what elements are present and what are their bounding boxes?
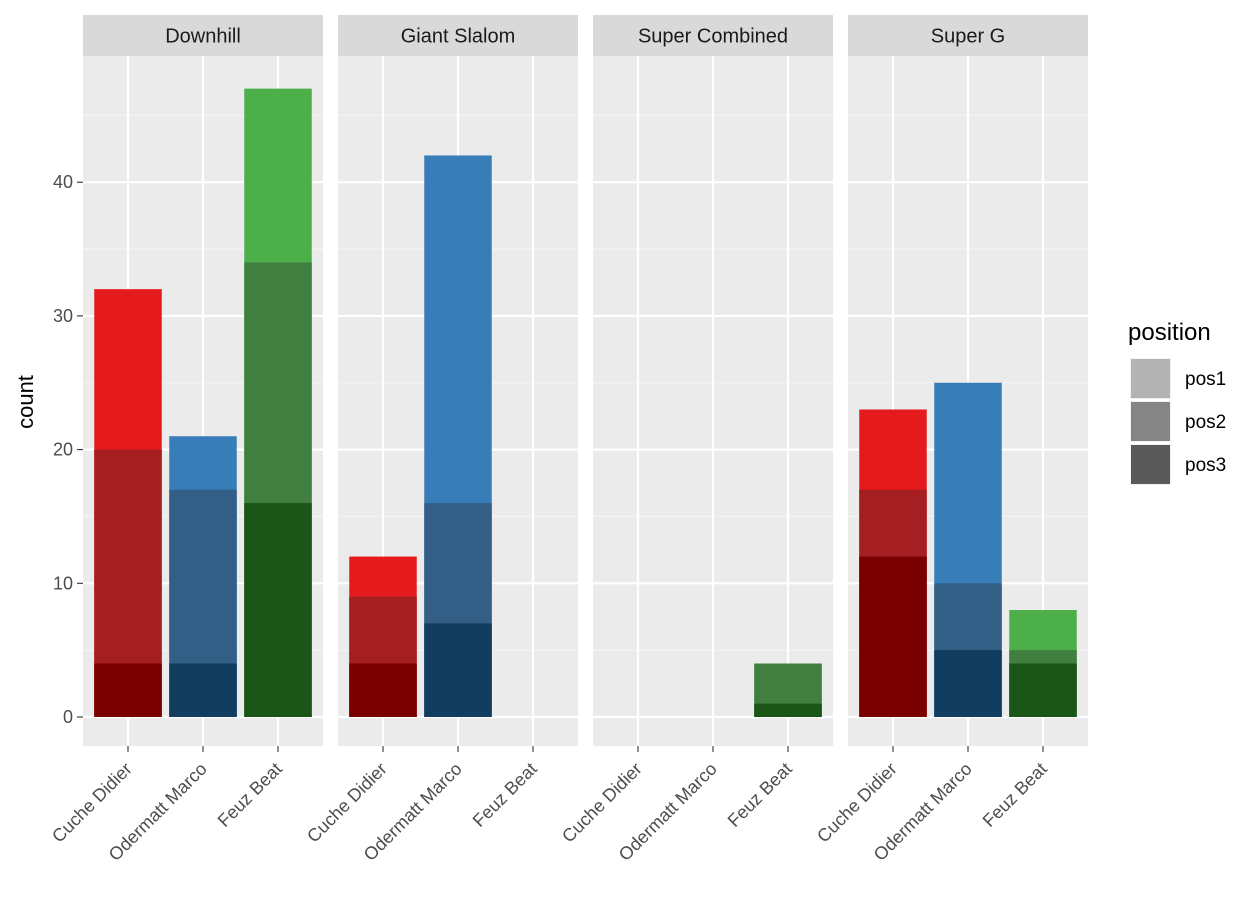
facet-strip <box>593 15 833 56</box>
x-tick-label: Feuz Beat <box>724 759 796 831</box>
legend-label-pos2: pos2 <box>1185 412 1226 433</box>
y-axis: 0 10 20 30 40 <box>53 172 83 727</box>
bar-feuz-beat-pos3 <box>754 703 822 717</box>
facet-label: Downhill <box>165 26 241 48</box>
x-tick-label: Feuz Beat <box>469 759 541 831</box>
y-tick-label: 40 <box>53 172 73 192</box>
y-tick-label: 20 <box>53 440 73 460</box>
legend-label-pos1: pos1 <box>1185 369 1226 390</box>
bar-feuz-beat-pos3 <box>244 503 312 717</box>
bar-cuche-didier-pos3 <box>859 556 927 717</box>
x-tick-label: Feuz Beat <box>214 759 286 831</box>
legend-swatch-pos2 <box>1131 402 1170 441</box>
facet-label: Super G <box>931 26 1005 48</box>
facet-label: Giant Slalom <box>401 26 516 48</box>
legend-swatch-pos3 <box>1131 445 1170 484</box>
facet-label: Super Combined <box>638 26 788 48</box>
legend: position pos1 pos2 pos3 <box>1128 319 1226 485</box>
bar-feuz-beat-pos3 <box>1009 663 1077 717</box>
bar-cuche-didier-pos3 <box>349 663 417 717</box>
legend-swatch-pos1 <box>1131 359 1170 398</box>
y-axis-title: count <box>13 375 38 429</box>
bar-odermatt-marco-pos3 <box>169 663 237 717</box>
facet-strip <box>338 15 578 56</box>
bar-odermatt-marco-pos3 <box>424 623 492 717</box>
y-tick-label: 30 <box>53 306 73 326</box>
bar-odermatt-marco-pos3 <box>934 650 1002 717</box>
facet-strip <box>848 15 1088 56</box>
facet-strip <box>83 15 323 56</box>
x-tick-label: Feuz Beat <box>979 759 1051 831</box>
legend-title: position <box>1128 319 1211 346</box>
y-tick-label: 10 <box>53 573 73 593</box>
bar-cuche-didier-pos3 <box>94 663 162 717</box>
legend-label-pos3: pos3 <box>1185 455 1226 476</box>
y-tick-label: 0 <box>63 707 73 727</box>
